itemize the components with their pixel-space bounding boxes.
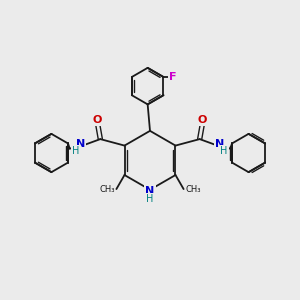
- Text: CH₃: CH₃: [99, 185, 115, 194]
- Text: F: F: [169, 72, 177, 82]
- Text: CH₃: CH₃: [185, 185, 201, 194]
- Text: H: H: [146, 194, 154, 204]
- Text: N: N: [214, 139, 224, 149]
- Text: N: N: [146, 186, 154, 196]
- Text: O: O: [198, 115, 207, 125]
- Text: N: N: [76, 139, 86, 149]
- Text: H: H: [220, 146, 228, 156]
- Text: O: O: [93, 115, 102, 125]
- Text: H: H: [72, 146, 80, 156]
